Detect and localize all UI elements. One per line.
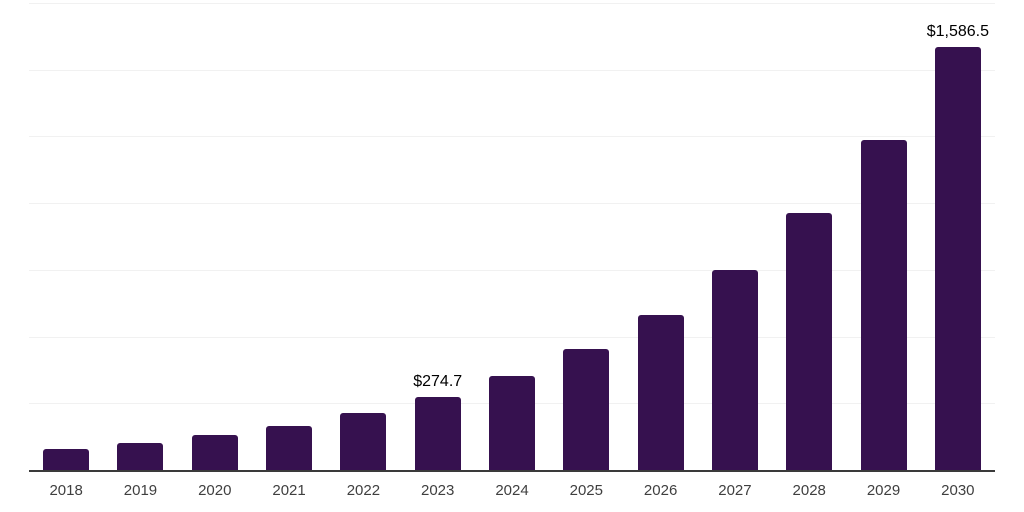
gridline-750: [29, 269, 995, 271]
x-tick-2027: 2027: [718, 482, 752, 499]
bar-2020: [191, 435, 238, 470]
x-tick-2020: 2020: [198, 482, 232, 499]
bar-2019: [117, 443, 164, 470]
x-tick-2026: 2026: [643, 482, 678, 499]
bar-2021: [266, 425, 313, 470]
x-tick-2024: 2024: [495, 482, 529, 499]
x-tick-2021: 2021: [272, 482, 306, 499]
bar-2023: [414, 396, 461, 470]
bar-2022: [340, 412, 387, 470]
x-tick-2029: 2029: [866, 482, 901, 499]
bar-2028: [786, 213, 833, 470]
x-tick-2028: 2028: [792, 482, 826, 499]
x-tick-2022: 2022: [346, 482, 381, 499]
x-tick-2019: 2019: [123, 482, 158, 499]
data-label-2023: $274.7: [413, 372, 463, 390]
bar-2018: [43, 449, 90, 470]
x-tick-2018: 2018: [49, 482, 83, 499]
x-tick-2023: 2023: [421, 482, 455, 499]
bar-2024: [489, 375, 535, 470]
gridline-500: [29, 336, 995, 338]
x-tick-2025: 2025: [569, 482, 603, 499]
data-label-2030: $1,586.5: [926, 22, 989, 40]
gridline-1750: [29, 3, 995, 4]
bar-2026: [637, 314, 684, 470]
bar-2027: [711, 270, 758, 470]
plot-area: $274.7 $1,586.5: [29, 3, 995, 472]
x-tick-2030: 2030: [941, 482, 975, 499]
bar-2030: [934, 46, 981, 470]
bar-2029: [860, 140, 907, 470]
gridline-1250: [29, 136, 995, 138]
gridline-1500: [29, 69, 995, 71]
x-axis-labels: 2018 2019 2020 2021 2022 2023 2024 2025 2026 2027…: [0, 481, 1024, 505]
bar-2025: [563, 349, 610, 470]
gridline-1000: [29, 203, 995, 205]
